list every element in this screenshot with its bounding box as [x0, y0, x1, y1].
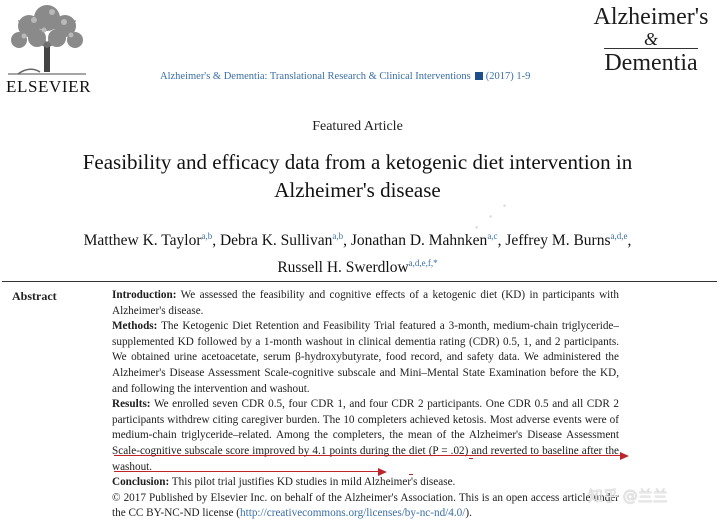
author-name[interactable]: Debra K. Sullivan	[219, 232, 333, 250]
section-divider	[2, 281, 717, 282]
article-type: Featured Article	[312, 119, 403, 134]
journal-logo-line1: Alzheimer's	[593, 4, 709, 30]
square-icon	[474, 72, 483, 80]
copyright-notice: © 2017 Published by Elsevier Inc. on beh…	[112, 491, 619, 520]
author-line2: Russell H. Swerdlowa,d,e,f,*	[0, 252, 715, 279]
author-affiliation[interactable]: a,b	[332, 231, 344, 241]
journal-citation: Alzheimer's & Dementia: Translational Re…	[160, 71, 530, 82]
author-line1: Matthew K. Taylora,b, Debra K. Sullivana…	[83, 231, 632, 250]
abstract-methods: Methods: The Ketogenic Diet Retention an…	[112, 320, 619, 395]
author-affiliation[interactable]: a,b	[201, 231, 213, 241]
author-affiliation[interactable]: a,c	[487, 231, 498, 241]
publisher-name: ELSEVIER	[6, 77, 92, 96]
annotation-arrow-head-icon	[620, 452, 629, 460]
abstract-results: Results: We enrolled seven CDR 0.5, four…	[112, 398, 620, 473]
journal-year-pages: (2017) 1-9	[485, 71, 531, 82]
author-name[interactable]: Jonathan D. Mahnken	[350, 232, 488, 250]
author-name[interactable]: Jeffrey M. Burns	[505, 232, 611, 250]
annotation-arrow-line	[114, 471, 380, 472]
source-watermark: 知乎 @兰兰	[588, 487, 668, 505]
journal-logo-amp: &	[643, 29, 658, 49]
author-name[interactable]: Russell H. Swerdlow	[277, 259, 409, 277]
annotation-arrow-line	[114, 455, 622, 456]
article-title-line2: Alzheimer's disease	[274, 178, 441, 202]
highlighted-result-cont: diet (P = .02) and reverted to baseline …	[112, 444, 620, 473]
article-title: Feasibility and efficacy data from a ket…	[0, 148, 715, 204]
license-link[interactable]: http://creativecommons.org/licenses/by-n…	[240, 507, 466, 520]
article-title-line1: Feasibility and efficacy data from a ket…	[82, 150, 633, 174]
author-affiliation[interactable]: a,d,e,f,*	[408, 258, 438, 269]
abstract-conclusion: Conclusion: This pilot trial justifies K…	[112, 476, 456, 489]
abstract-body: Introduction: We assessed the feasibilit…	[112, 288, 619, 522]
abstract-introduction: Introduction: We assessed the feasibilit…	[112, 289, 619, 317]
journal-name[interactable]: Alzheimer's & Dementia: Translational Re…	[160, 71, 471, 82]
author-list: Matthew K. Taylora,b, Debra K. Sullivana…	[0, 225, 715, 279]
elsevier-tree-logo	[4, 2, 90, 78]
annotation-arrow-head-icon	[378, 468, 387, 476]
journal-logo-line2: Dementia	[604, 48, 698, 76]
author-affiliation[interactable]: a,d,e	[610, 231, 628, 241]
author-name[interactable]: Matthew K. Taylor	[83, 232, 202, 250]
abstract-label: Abstract	[12, 289, 57, 303]
highlighted-result: Alzheimer's Disease Assessment Scale-cog…	[112, 429, 619, 457]
journal-logo: Alzheimer's & Dementia	[587, 4, 715, 76]
